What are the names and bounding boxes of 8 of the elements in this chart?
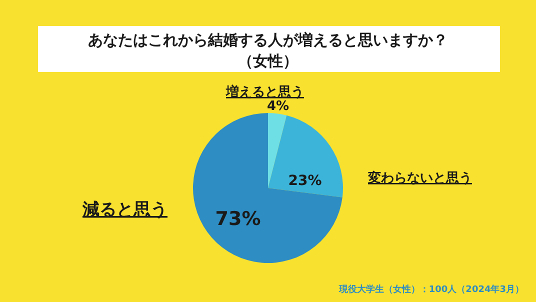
data-label: 4% xyxy=(266,99,290,114)
slice-label: 変わらないと思う xyxy=(367,170,472,186)
chart-title: あなたはこれから結婚する人が増えると思いますか？（女性） xyxy=(88,31,448,70)
data-label: 73% xyxy=(215,208,261,230)
text: 現役大学生（女性）：100人（2024年3月） xyxy=(338,284,524,295)
slice-label: 増えると思う xyxy=(225,84,304,100)
slice-label: 減ると思う xyxy=(82,200,168,220)
data-label: 23% xyxy=(288,173,322,189)
